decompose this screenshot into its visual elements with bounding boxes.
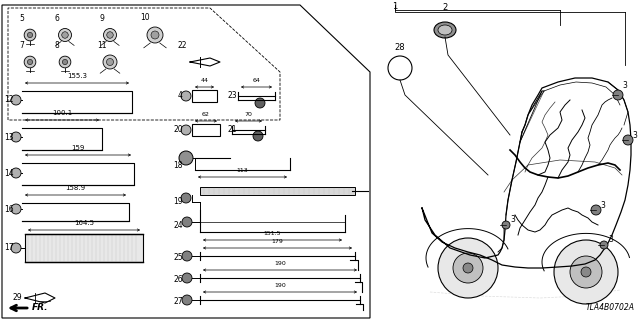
Circle shape (107, 32, 113, 38)
Text: 179: 179 (271, 239, 284, 244)
Circle shape (63, 60, 68, 65)
Circle shape (502, 221, 510, 229)
Circle shape (58, 28, 72, 42)
Ellipse shape (438, 25, 452, 35)
Circle shape (11, 168, 21, 178)
Circle shape (28, 32, 33, 38)
Circle shape (147, 27, 163, 43)
Text: 19: 19 (173, 197, 183, 206)
Text: 151.5: 151.5 (264, 231, 281, 236)
Circle shape (463, 263, 473, 273)
Circle shape (591, 205, 601, 215)
Text: 158.9: 158.9 (65, 185, 86, 191)
Text: 17: 17 (4, 244, 14, 252)
Circle shape (11, 132, 21, 142)
Text: 159: 159 (71, 145, 84, 151)
Text: 7: 7 (20, 41, 24, 50)
Text: 6: 6 (54, 14, 60, 23)
Text: 70: 70 (244, 112, 252, 117)
Circle shape (600, 241, 608, 249)
Text: 3: 3 (510, 215, 515, 225)
Bar (200, 187, 355, 195)
Circle shape (179, 151, 193, 165)
Circle shape (59, 56, 71, 68)
Circle shape (106, 59, 113, 66)
Text: 190: 190 (274, 261, 286, 266)
Text: 3: 3 (632, 131, 637, 140)
Circle shape (104, 28, 116, 42)
Text: 62: 62 (202, 112, 210, 117)
Circle shape (613, 90, 623, 100)
Ellipse shape (434, 22, 456, 38)
Circle shape (24, 29, 36, 41)
Text: 18: 18 (173, 161, 183, 170)
Circle shape (182, 295, 192, 305)
Text: 8: 8 (54, 41, 60, 50)
Text: 2: 2 (442, 3, 447, 12)
Text: 12: 12 (4, 95, 14, 105)
Circle shape (438, 238, 498, 298)
Text: 64: 64 (253, 78, 260, 83)
Text: 22: 22 (177, 41, 187, 50)
Text: 3: 3 (600, 201, 605, 210)
Text: 44: 44 (200, 78, 209, 83)
Text: FR.: FR. (32, 303, 49, 313)
Text: TLA4B0702A: TLA4B0702A (586, 303, 635, 312)
Circle shape (11, 95, 21, 105)
Circle shape (181, 91, 191, 101)
Text: 164.5: 164.5 (74, 220, 94, 226)
Circle shape (61, 32, 68, 38)
Circle shape (11, 204, 21, 214)
Bar (192, 90, 217, 102)
Circle shape (554, 240, 618, 304)
Circle shape (151, 31, 159, 39)
Text: 1: 1 (392, 2, 397, 11)
Circle shape (570, 256, 602, 288)
Text: 14: 14 (4, 169, 14, 178)
Circle shape (581, 267, 591, 277)
Bar (25, 234, 143, 262)
Text: 11: 11 (97, 41, 107, 50)
Text: 27: 27 (173, 298, 183, 307)
Bar (192, 124, 220, 136)
Text: 20: 20 (173, 125, 183, 134)
Text: 28: 28 (395, 43, 405, 52)
Text: 9: 9 (100, 14, 104, 23)
Text: 113: 113 (237, 168, 248, 173)
Text: 3: 3 (608, 236, 613, 244)
Text: 26: 26 (173, 276, 183, 284)
Text: 10: 10 (140, 13, 150, 22)
Text: 3: 3 (622, 81, 627, 90)
Circle shape (181, 193, 191, 203)
Text: 4: 4 (178, 92, 183, 100)
Text: 155.3: 155.3 (67, 73, 87, 79)
Circle shape (453, 253, 483, 283)
Text: 25: 25 (173, 253, 183, 262)
Circle shape (181, 125, 191, 135)
Circle shape (182, 217, 192, 227)
Text: 23: 23 (228, 92, 237, 100)
Circle shape (182, 273, 192, 283)
Text: 16: 16 (4, 204, 14, 213)
Text: 21: 21 (228, 125, 237, 134)
Text: 5: 5 (20, 14, 24, 23)
Text: 24: 24 (173, 220, 183, 229)
Circle shape (623, 135, 633, 145)
Text: 29: 29 (12, 293, 22, 302)
Circle shape (28, 60, 33, 65)
Circle shape (182, 251, 192, 261)
Text: 100.1: 100.1 (52, 110, 72, 116)
Circle shape (103, 55, 117, 69)
Circle shape (11, 243, 21, 253)
Text: 13: 13 (4, 132, 14, 141)
Circle shape (24, 56, 36, 68)
Circle shape (255, 98, 265, 108)
Text: 190: 190 (274, 283, 286, 288)
Circle shape (253, 131, 263, 141)
